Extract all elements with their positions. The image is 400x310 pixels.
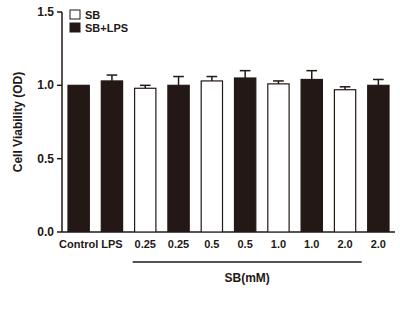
error-bar (173, 77, 184, 86)
bar (135, 88, 156, 232)
bar (201, 81, 222, 232)
error-bar (207, 77, 218, 81)
bar (268, 84, 289, 232)
x-label-line (133, 261, 362, 263)
bars (68, 71, 389, 232)
error-bar (373, 79, 384, 85)
y-tick (57, 158, 62, 160)
y-axis (61, 12, 63, 232)
y-tick-label: 1.0 (37, 78, 54, 92)
x-tick-label: LPS (101, 238, 122, 250)
y-tick (57, 85, 62, 87)
error-cap (173, 76, 184, 78)
error-stem (378, 79, 380, 85)
y-axis-label: Cell Viability (OD) (11, 72, 25, 172)
error-bar (306, 71, 317, 80)
y-tick-label: 1.5 (37, 5, 54, 19)
bar (334, 90, 355, 232)
error-cap (107, 74, 118, 76)
error-bar (140, 85, 151, 88)
bar (301, 79, 322, 232)
x-axis-label: SB(mM) (224, 271, 269, 285)
bar (368, 85, 389, 232)
x-tick-label: Control (59, 238, 98, 250)
error-cap (340, 86, 351, 88)
x-tick-label: 2.0 (337, 238, 352, 250)
bar (101, 81, 122, 232)
x-tick-label: 1.0 (304, 238, 319, 250)
error-stem (178, 77, 180, 86)
error-cap (373, 79, 384, 81)
y-tick (57, 231, 62, 233)
error-cap (240, 70, 251, 72)
y-tick-label: 0.5 (37, 152, 54, 166)
x-tick-label: 1.0 (271, 238, 286, 250)
bar (234, 78, 255, 232)
error-stem (244, 71, 246, 78)
x-tick-label: 0.5 (238, 238, 253, 250)
error-bar (107, 75, 118, 81)
error-bar (273, 81, 284, 84)
error-bar (340, 87, 351, 90)
x-tick-label: 2.0 (371, 238, 386, 250)
x-tick-label: 0.25 (168, 238, 189, 250)
x-tick-label: 0.25 (135, 238, 156, 250)
chart: 0.0 0.5 1.0 1.5 Cell Viability (OD) ControlLP… (0, 0, 400, 310)
y-tick (57, 11, 62, 13)
error-cap (306, 70, 317, 72)
error-cap (273, 80, 284, 82)
legend-label: SB+LPS (85, 22, 128, 34)
legend-swatch (70, 10, 80, 19)
bar (68, 85, 89, 232)
bar (168, 85, 189, 232)
error-bar (240, 71, 251, 78)
y-tick-label: 0.0 (37, 225, 54, 239)
legend-label: SB (85, 9, 100, 21)
x-tick-label: 0.5 (204, 238, 219, 250)
error-cap (140, 85, 151, 87)
legend-swatch (70, 23, 80, 32)
error-stem (111, 75, 113, 81)
error-cap (207, 76, 218, 78)
error-stem (311, 71, 313, 80)
